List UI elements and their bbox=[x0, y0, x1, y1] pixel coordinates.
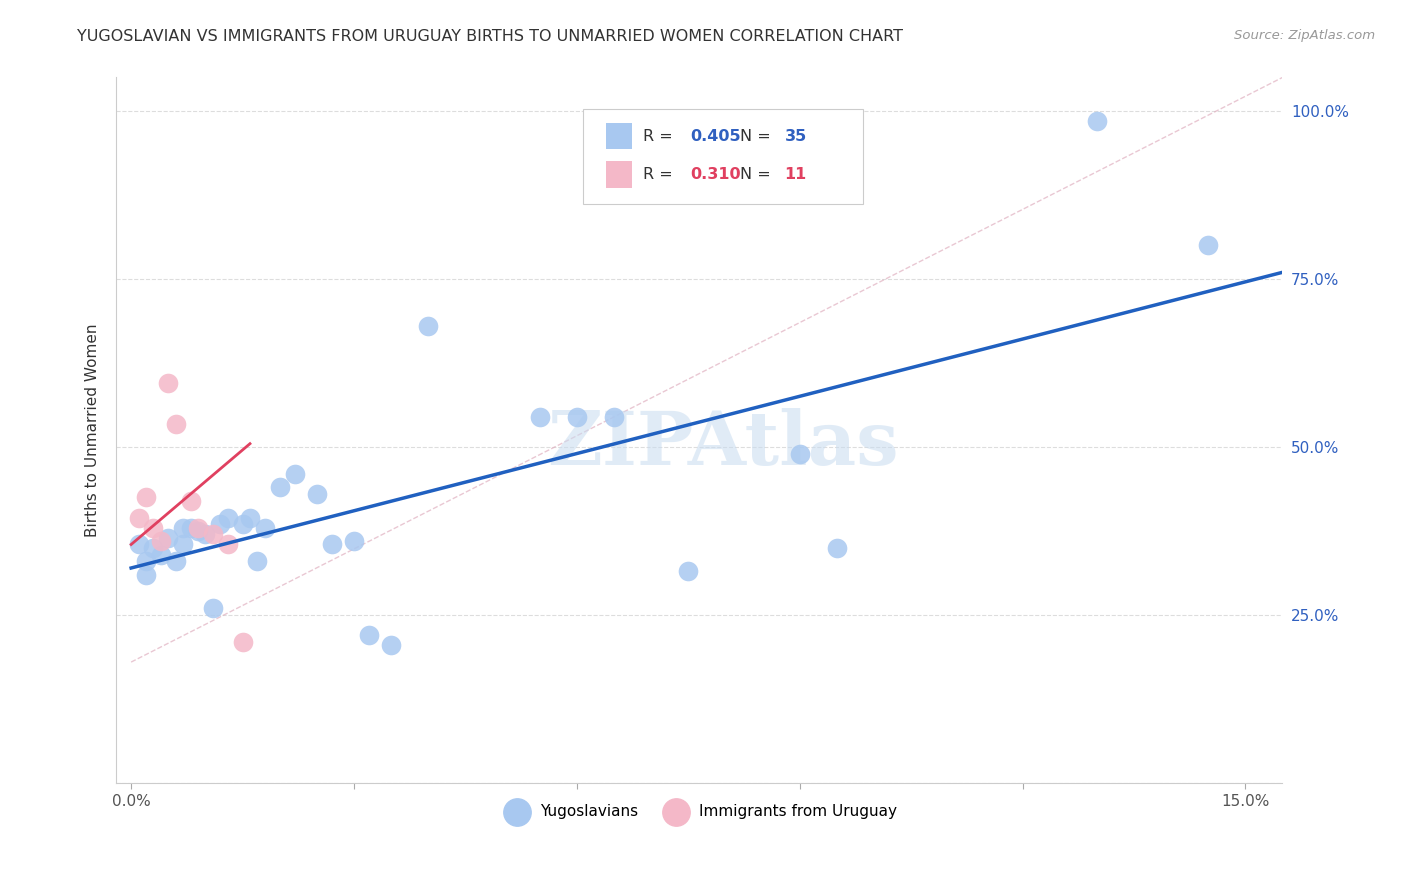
Point bbox=[246, 554, 269, 568]
Point bbox=[149, 548, 172, 562]
Point bbox=[678, 565, 700, 579]
Point bbox=[135, 567, 157, 582]
Point bbox=[603, 409, 626, 424]
Point bbox=[172, 537, 194, 551]
Point bbox=[128, 510, 150, 524]
Point bbox=[1197, 238, 1219, 252]
Point bbox=[157, 376, 180, 391]
Point bbox=[194, 527, 217, 541]
Point bbox=[253, 521, 276, 535]
Point bbox=[565, 409, 588, 424]
Point bbox=[201, 527, 224, 541]
Point bbox=[357, 628, 380, 642]
Point bbox=[232, 635, 254, 649]
Point bbox=[157, 531, 180, 545]
Y-axis label: Births to Unmarried Women: Births to Unmarried Women bbox=[86, 324, 100, 537]
Text: R =: R = bbox=[644, 167, 678, 182]
Point bbox=[187, 521, 209, 535]
Point bbox=[149, 534, 172, 549]
Text: R =: R = bbox=[644, 128, 678, 144]
Point bbox=[239, 510, 262, 524]
Point bbox=[380, 638, 402, 652]
Point bbox=[529, 409, 551, 424]
Text: 35: 35 bbox=[785, 128, 807, 144]
Point bbox=[283, 467, 305, 481]
Point bbox=[232, 517, 254, 532]
Point bbox=[321, 537, 343, 551]
Point bbox=[305, 487, 328, 501]
Text: N =: N = bbox=[740, 128, 776, 144]
Point bbox=[343, 534, 366, 549]
Text: ZIPAtlas: ZIPAtlas bbox=[547, 408, 898, 481]
Point bbox=[172, 521, 194, 535]
Point bbox=[142, 541, 165, 555]
Point bbox=[135, 491, 157, 505]
Text: 0.405: 0.405 bbox=[690, 128, 741, 144]
FancyBboxPatch shape bbox=[606, 161, 631, 187]
Point bbox=[135, 554, 157, 568]
Point bbox=[269, 480, 291, 494]
Point bbox=[187, 524, 209, 538]
Text: 11: 11 bbox=[785, 167, 807, 182]
Point bbox=[180, 521, 202, 535]
Point bbox=[1085, 114, 1108, 128]
Point bbox=[217, 537, 239, 551]
Point bbox=[165, 417, 187, 431]
Text: YUGOSLAVIAN VS IMMIGRANTS FROM URUGUAY BIRTHS TO UNMARRIED WOMEN CORRELATION CHA: YUGOSLAVIAN VS IMMIGRANTS FROM URUGUAY B… bbox=[77, 29, 903, 44]
Point bbox=[209, 517, 232, 532]
Point bbox=[825, 541, 848, 555]
Point bbox=[165, 554, 187, 568]
Text: Source: ZipAtlas.com: Source: ZipAtlas.com bbox=[1234, 29, 1375, 42]
Point bbox=[217, 510, 239, 524]
Point bbox=[201, 601, 224, 615]
Text: 0.310: 0.310 bbox=[690, 167, 741, 182]
Point bbox=[128, 537, 150, 551]
Point bbox=[789, 447, 811, 461]
Point bbox=[180, 493, 202, 508]
FancyBboxPatch shape bbox=[582, 109, 863, 204]
Point bbox=[418, 319, 440, 334]
Text: N =: N = bbox=[740, 167, 776, 182]
FancyBboxPatch shape bbox=[606, 122, 631, 150]
Legend: Yugoslavians, Immigrants from Uruguay: Yugoslavians, Immigrants from Uruguay bbox=[495, 797, 903, 825]
Point bbox=[142, 521, 165, 535]
